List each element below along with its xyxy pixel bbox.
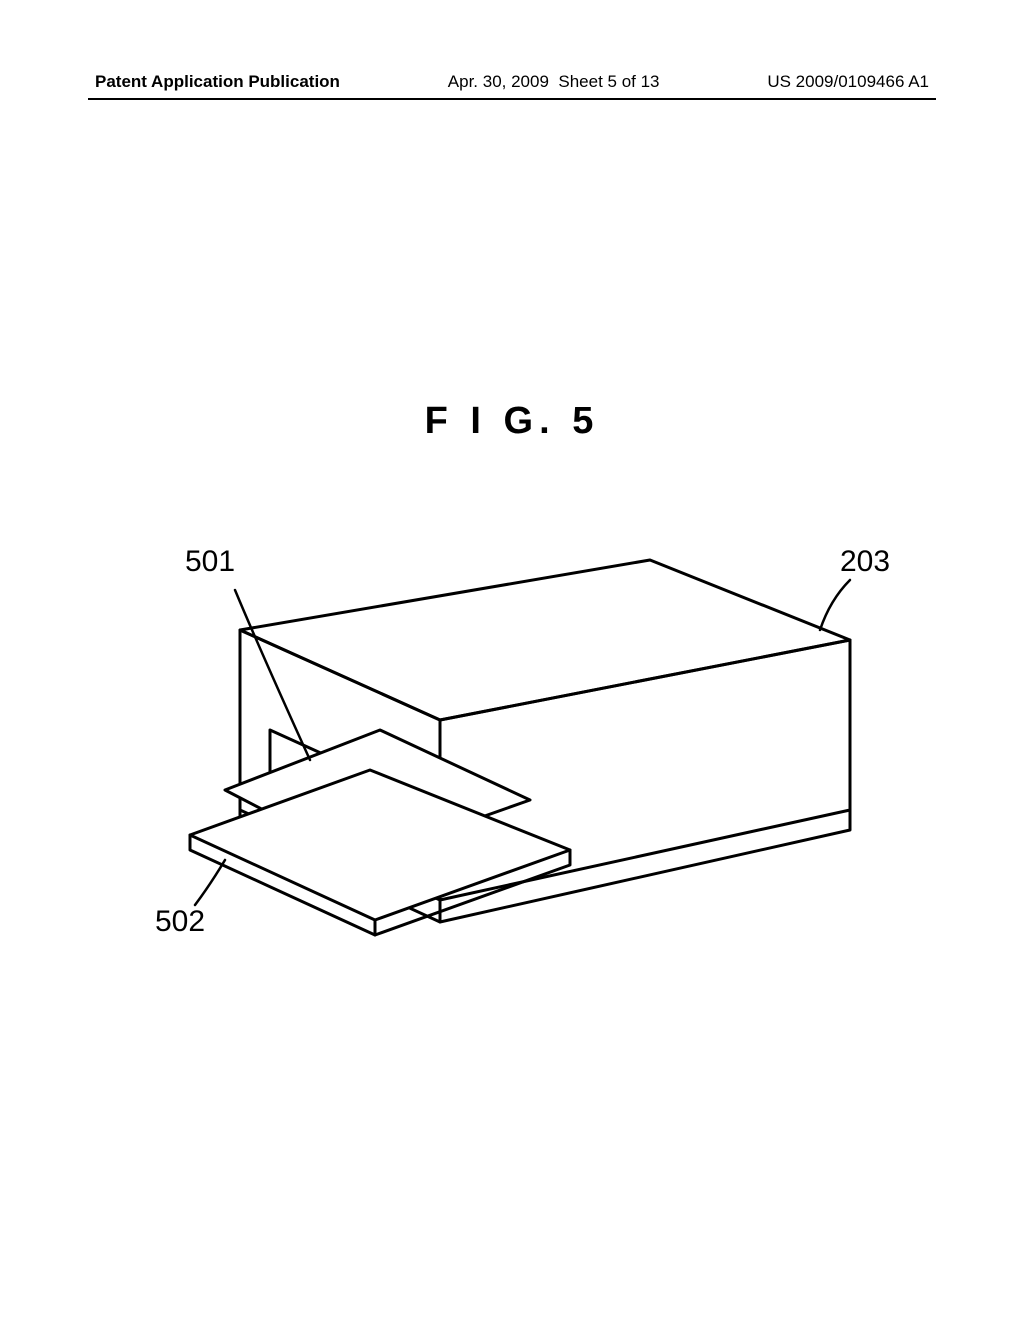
ref-label-502: 502 [155,905,205,939]
header-date-sheet: Apr. 30, 2009 Sheet 5 of 13 [448,72,660,92]
header-row: Patent Application Publication Apr. 30, … [0,72,1024,92]
header-rule [88,98,936,100]
figure-title: F I G. 5 [0,400,1024,443]
header-pubnum: US 2009/0109466 A1 [767,72,929,92]
page-header: Patent Application Publication Apr. 30, … [0,72,1024,100]
ref-label-203: 203 [840,545,890,579]
header-publication: Patent Application Publication [95,72,340,92]
figure-drawing: 501 502 203 [130,530,890,970]
printer-svg [130,530,890,970]
ref-label-501: 501 [185,545,235,579]
